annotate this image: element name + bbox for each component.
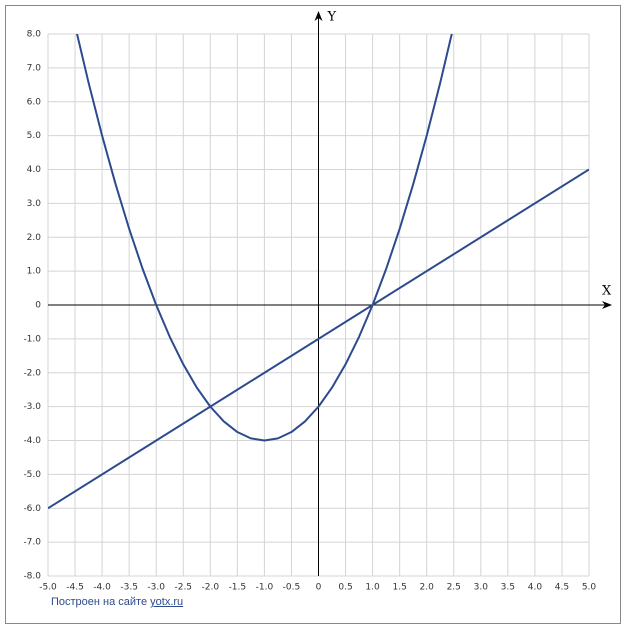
y-tick-label: 6.0 bbox=[27, 97, 42, 107]
y-tick-label: 1.0 bbox=[27, 267, 42, 277]
x-tick-label: -0.5 bbox=[283, 583, 301, 593]
x-tick-label: -1.0 bbox=[256, 583, 274, 593]
y-tick-label: 5.0 bbox=[27, 131, 42, 141]
x-tick-label: 0 bbox=[316, 583, 322, 593]
x-tick-label: 2.0 bbox=[420, 583, 435, 593]
x-tick-label: -3.5 bbox=[120, 583, 138, 593]
x-tick-label: -1.5 bbox=[229, 583, 247, 593]
y-tick-label: -7.0 bbox=[23, 538, 41, 548]
y-axis-arrow bbox=[314, 11, 323, 21]
frame bbox=[5, 5, 621, 624]
x-tick-label: -3.0 bbox=[147, 583, 165, 593]
y-tick-label: -3.0 bbox=[23, 402, 41, 412]
footer-text: Построен на сайте bbox=[51, 596, 148, 608]
x-tick-label: 1.0 bbox=[365, 583, 380, 593]
y-tick-label: 3.0 bbox=[27, 199, 42, 209]
x-tick-label: 4.5 bbox=[555, 583, 569, 593]
curve bbox=[76, 34, 453, 442]
y-tick-label: 7.0 bbox=[27, 63, 42, 73]
y-tick-label: -6.0 bbox=[23, 504, 41, 514]
x-tick-label: 5.0 bbox=[582, 583, 597, 593]
y-tick-label: 8.0 bbox=[27, 30, 42, 40]
y-tick-label: 4.0 bbox=[27, 165, 42, 175]
y-tick-label: -4.0 bbox=[23, 436, 41, 446]
x-axis-label: X bbox=[602, 284, 612, 299]
y-tick-label: 2.0 bbox=[27, 233, 42, 243]
x-tick-label: -5.0 bbox=[39, 583, 57, 593]
x-tick-label: 3.5 bbox=[501, 583, 515, 593]
x-tick-label: 3.0 bbox=[474, 583, 489, 593]
footer: Построен на сайте yotx.ru bbox=[51, 596, 183, 608]
x-tick-label: -4.5 bbox=[66, 583, 84, 593]
y-tick-label: 0 bbox=[35, 301, 41, 311]
x-tick-label: -2.0 bbox=[202, 583, 220, 593]
x-axis-arrow bbox=[602, 301, 612, 309]
curve bbox=[48, 168, 589, 510]
y-axis-label: Y bbox=[327, 10, 337, 25]
y-tick-label: -5.0 bbox=[23, 470, 41, 480]
x-tick-label: 4.0 bbox=[528, 583, 543, 593]
footer-link[interactable]: yotx.ru bbox=[150, 596, 184, 608]
x-tick-label: -2.5 bbox=[174, 583, 192, 593]
y-tick-label: -2.0 bbox=[23, 368, 41, 378]
x-tick-label: 0.5 bbox=[338, 583, 352, 593]
y-tick-label: -8.0 bbox=[23, 572, 41, 582]
y-tick-label: -1.0 bbox=[23, 334, 41, 344]
x-tick-label: -4.0 bbox=[93, 583, 111, 593]
x-tick-label: 2.5 bbox=[447, 583, 461, 593]
x-tick-label: 1.5 bbox=[392, 583, 406, 593]
